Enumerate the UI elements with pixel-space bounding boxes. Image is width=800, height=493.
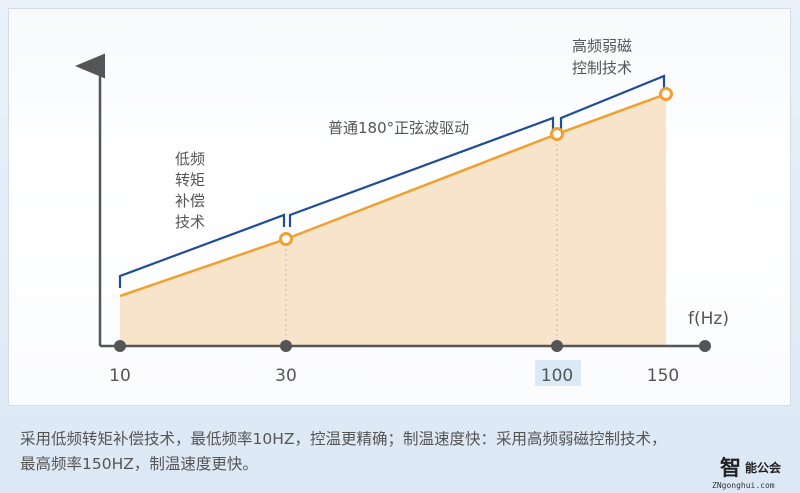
series-line (119, 92, 667, 298)
segment-label: 控制技术 (572, 59, 632, 77)
segment-label: 低频 (175, 150, 205, 168)
x-tick-label: 30 (275, 366, 297, 386)
segment-bracket (559, 74, 666, 130)
tick-highlight (535, 360, 581, 386)
frequency-diagram: 10 30 100 150 低频转矩补偿技术 普通180°正弦波驱动 高频弱磁控制技术 f… (75, 37, 729, 386)
data-point (659, 87, 673, 101)
x-tick-label: 150 (647, 366, 679, 386)
logo-url: ZNgonghui.com (712, 481, 775, 490)
segment-bracket (118, 213, 286, 288)
axis-dot (551, 340, 563, 352)
x-axis-label: f(Hz) (688, 309, 729, 329)
segment-label: 补偿 (175, 192, 205, 210)
segment-bracket (288, 116, 555, 227)
axis-dot (114, 340, 126, 352)
area-fill (120, 94, 666, 346)
logo-row: 智 能公会 (712, 456, 781, 480)
caption: 采用低频转矩补偿技术，最低频率10HZ，控温更精确；制温速度快：采用高频弱磁控制… (20, 427, 780, 477)
x-tick-label: 10 (109, 366, 131, 386)
caption-line-1: 采用低频转矩补偿技术，最低频率10HZ，控温更精确；制温速度快：采用高频弱磁控制… (20, 430, 667, 448)
caption-line-2: 最高频率150HZ，制温速度更快。 (20, 455, 258, 473)
x-axis-end-dot (699, 340, 711, 352)
axis-dot (280, 340, 292, 352)
segment-label: 普通180°正弦波驱动 (328, 119, 469, 137)
segment-label: 高频弱磁 (572, 37, 632, 55)
segment-label: 技术 (175, 213, 205, 231)
watermark-logo: 智 能公会 ZNgonghui.com (712, 456, 796, 492)
data-point (550, 127, 564, 141)
x-tick-label: 100 (541, 366, 573, 386)
logo-text: 能公会 (745, 461, 782, 475)
logo-glyph: 智 (720, 456, 741, 480)
segment-label: 转矩 (175, 171, 205, 189)
data-point (279, 232, 293, 246)
